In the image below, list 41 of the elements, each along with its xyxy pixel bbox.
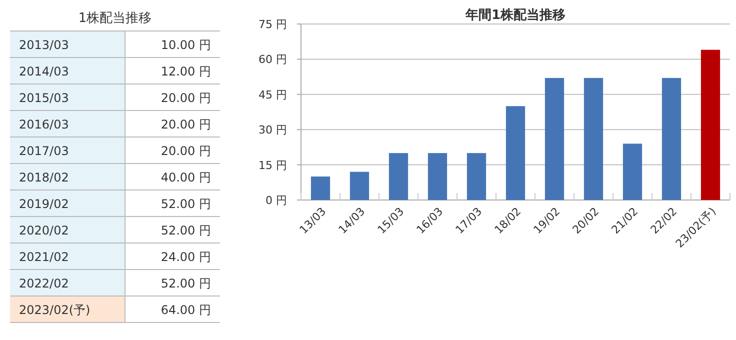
y-tick-label: 30 円 [258, 124, 287, 137]
chart-title: 年間1株配当推移 [464, 8, 566, 23]
category-label: 2014/03 [19, 64, 69, 78]
category-label: 2021/02 [19, 250, 69, 264]
bar [388, 153, 408, 200]
category-label: 2013/03 [19, 38, 69, 52]
bar [662, 78, 682, 200]
text: 40.00 円 [160, 170, 211, 184]
bar [622, 144, 642, 200]
y-tick-label: 15 円 [258, 158, 287, 172]
y-tick-label: 60 円 [258, 53, 287, 66]
bar [350, 172, 370, 200]
text: 20.00 円 [160, 90, 211, 105]
bar [700, 50, 720, 200]
text: 52.00 円 [160, 196, 211, 211]
bar [544, 78, 564, 200]
category-label: 2018/02 [19, 170, 69, 184]
y-tick-label: 75 円 [258, 18, 287, 31]
y-tick-label: 0 円 [266, 194, 287, 207]
category-label: 2019/02 [19, 196, 69, 211]
text: 64.00 円 [160, 302, 211, 317]
text: 52.00 円 [160, 276, 211, 290]
text: 24.00 円 [160, 250, 211, 264]
category-label: 2023/02(予) [19, 302, 90, 317]
bar [506, 106, 526, 200]
category-label: 2015/03 [19, 90, 69, 105]
category-label: 2017/03 [19, 144, 69, 158]
text: 52.00 円 [160, 223, 211, 238]
y-tick-label: 45 円 [258, 88, 287, 102]
text: 20.00 円 [160, 117, 211, 132]
category-label: 2016/03 [19, 117, 69, 132]
text: 12.00 円 [160, 64, 211, 78]
text: 10.00 円 [160, 38, 211, 52]
bar [428, 153, 448, 200]
bar [584, 78, 604, 200]
category-label: 2020/02 [19, 223, 69, 238]
text: 20.00 円 [160, 144, 211, 158]
bar [466, 153, 486, 200]
bar [310, 176, 330, 200]
text: 1株配当推移 [78, 11, 152, 26]
category-label: 2022/02 [19, 276, 69, 290]
